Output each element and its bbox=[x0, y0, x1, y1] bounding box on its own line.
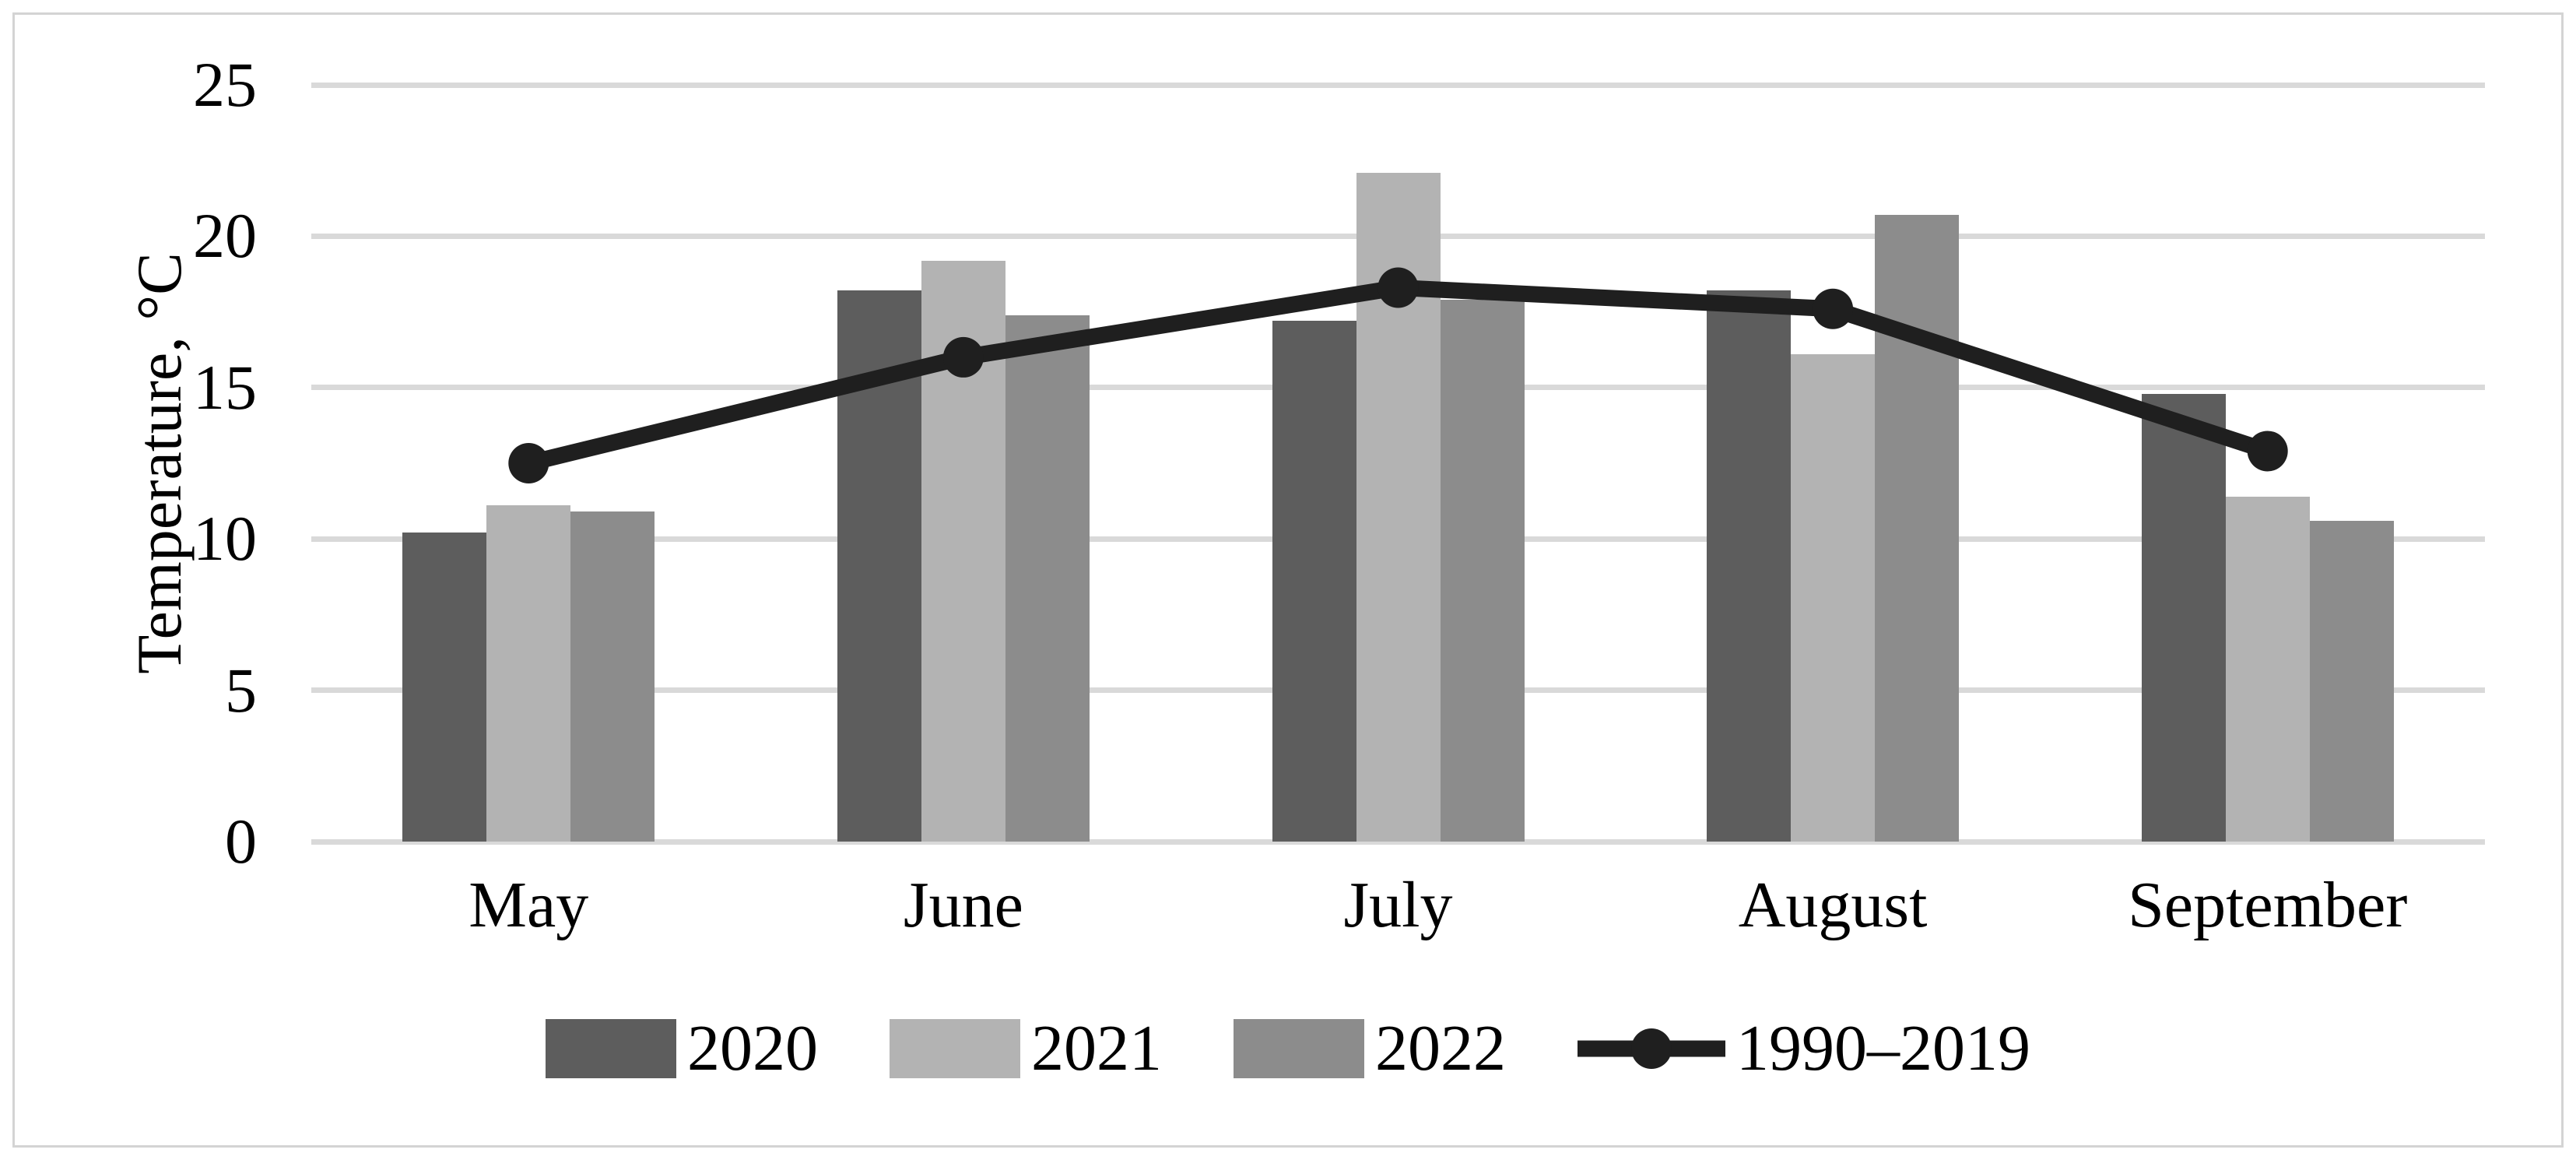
bar-2022-may bbox=[570, 511, 655, 842]
bar-2021-may bbox=[486, 505, 571, 842]
bar-2021-august bbox=[1791, 354, 1876, 842]
legend-swatch-2021 bbox=[890, 1019, 1020, 1078]
legend-label-2020: 2020 bbox=[687, 1012, 818, 1084]
bar-2020-july bbox=[1272, 321, 1356, 842]
plot-area bbox=[311, 82, 2485, 845]
y-tick-label-5: 5 bbox=[225, 654, 257, 726]
line-marker-august bbox=[1813, 288, 1854, 329]
bar-2020-august bbox=[1707, 290, 1792, 842]
line-path bbox=[526, 279, 2270, 472]
legend-item-1990–2019: 1990–2019 bbox=[1578, 1016, 2030, 1081]
x-category-label-august: August bbox=[1738, 869, 1928, 941]
x-category-label-june: June bbox=[903, 869, 1023, 941]
legend-swatch-2020 bbox=[546, 1019, 676, 1078]
line-marker-july bbox=[1377, 267, 1419, 308]
gridline-25 bbox=[311, 82, 2485, 88]
legend-item-2020: 2020 bbox=[546, 1016, 818, 1081]
bar-2022-september bbox=[2309, 520, 2394, 842]
bar-2022-july bbox=[1440, 300, 1525, 842]
x-category-label-may: May bbox=[469, 869, 589, 941]
y-tick-label-0: 0 bbox=[225, 806, 257, 877]
y-tick-label-20: 20 bbox=[193, 200, 257, 272]
legend: 2020 2021 2022 1990–2019 bbox=[0, 1016, 2576, 1081]
legend-item-2021: 2021 bbox=[890, 1016, 1162, 1081]
legend-item-2022: 2022 bbox=[1234, 1016, 1506, 1081]
line-marker-june bbox=[942, 336, 984, 378]
y-axis-title: Temperature, °C bbox=[124, 252, 195, 674]
gridline-0 bbox=[311, 838, 2485, 845]
y-tick-label-10: 10 bbox=[193, 503, 257, 575]
legend-label-1990–2019: 1990–2019 bbox=[1736, 1012, 2030, 1084]
bar-2020-september bbox=[2141, 393, 2226, 842]
line-series-1990–2019 bbox=[508, 267, 2288, 483]
bar-2022-june bbox=[1005, 315, 1090, 842]
legend-swatch-2022 bbox=[1234, 1019, 1364, 1078]
legend-label-2021: 2021 bbox=[1031, 1012, 1162, 1084]
y-tick-label-15: 15 bbox=[193, 351, 257, 423]
x-category-label-july: July bbox=[1343, 869, 1453, 941]
line-marker-september bbox=[2247, 431, 2288, 472]
legend-label-2022: 2022 bbox=[1375, 1012, 1506, 1084]
line-marker-may bbox=[508, 443, 549, 483]
y-tick-label-25: 25 bbox=[193, 49, 257, 120]
bar-2020-may bbox=[402, 533, 487, 842]
bar-2021-september bbox=[2225, 496, 2310, 842]
x-category-label-september: September bbox=[2128, 869, 2408, 941]
legend-line-sample-icon bbox=[1578, 1028, 1725, 1069]
